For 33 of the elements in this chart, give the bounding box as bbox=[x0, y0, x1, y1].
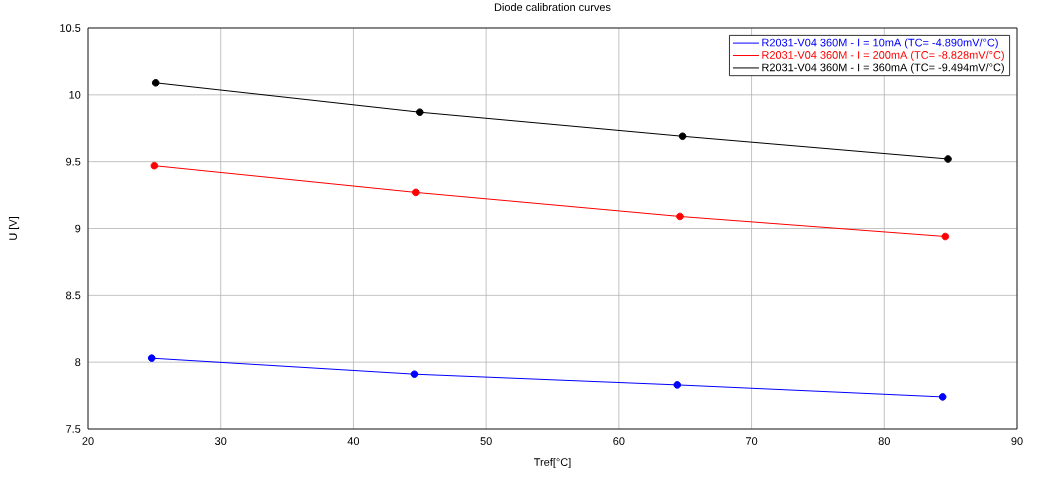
y-tick-label: 8.5 bbox=[66, 291, 81, 300]
x-tick-label: 80 bbox=[878, 437, 890, 445]
y-tick-label: 8 bbox=[75, 358, 81, 367]
x-tick-label: 50 bbox=[480, 437, 492, 445]
point bbox=[941, 232, 950, 241]
y-tick-label: 7.5 bbox=[66, 425, 81, 433]
legend-label: R2031-V04 360M - I = 10mA (TC= -4.890mV/°C) bbox=[762, 38, 998, 49]
y-axis-title: U [V] bbox=[8, 217, 20, 240]
x-tick-label: 70 bbox=[746, 437, 758, 445]
y-tick-label: 9.5 bbox=[66, 157, 81, 166]
y-tick-label: 10 bbox=[69, 90, 81, 99]
point bbox=[410, 370, 419, 378]
chart-title: Diode calibration curves bbox=[494, 3, 611, 12]
x-tick-label: 90 bbox=[1011, 437, 1023, 445]
point bbox=[147, 354, 156, 362]
point bbox=[944, 155, 952, 163]
legend-label: R2031-V04 360M - I = 360mA (TC= -9.494mV/°C) bbox=[762, 63, 1004, 74]
point bbox=[150, 161, 159, 170]
point bbox=[412, 188, 420, 197]
point bbox=[676, 212, 684, 221]
point bbox=[938, 393, 947, 401]
point bbox=[151, 79, 160, 87]
point bbox=[673, 381, 682, 389]
x-axis-title: Tref[°C] bbox=[534, 457, 571, 469]
point bbox=[415, 108, 424, 117]
x-tick-label: 30 bbox=[215, 437, 227, 445]
point bbox=[678, 132, 687, 141]
x-tick-label: 60 bbox=[613, 437, 625, 445]
y-tick-label: 10.5 bbox=[60, 24, 81, 32]
x-tick-label: 40 bbox=[347, 437, 360, 445]
legend-label: R2031-V04 360M - I = 200mA (TC= -8.828mV/°C) bbox=[762, 50, 1004, 62]
y-tick-label: 9 bbox=[75, 224, 81, 233]
x-tick-label: 20 bbox=[82, 437, 94, 445]
